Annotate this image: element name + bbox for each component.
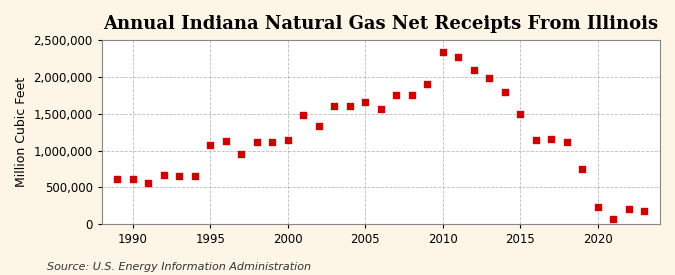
Point [344,104,355,109]
Y-axis label: Million Cubic Feet: Million Cubic Feet [15,77,28,187]
Point [267,139,278,144]
Point [593,204,603,209]
Point [437,50,448,54]
Point [468,68,479,73]
Point [112,176,123,181]
Point [515,112,526,116]
Point [298,113,308,117]
Point [159,173,169,177]
Point [190,174,200,178]
Point [205,142,216,147]
Point [236,152,247,156]
Point [313,123,324,128]
Point [546,137,557,141]
Point [562,140,572,145]
Point [174,174,185,178]
Point [577,166,588,171]
Point [639,208,650,213]
Point [221,139,232,143]
Point [375,106,386,111]
Point [624,207,634,212]
Title: Annual Indiana Natural Gas Net Receipts From Illinois: Annual Indiana Natural Gas Net Receipts … [103,15,659,33]
Point [422,81,433,86]
Text: Source: U.S. Energy Information Administration: Source: U.S. Energy Information Administ… [47,262,311,272]
Point [391,93,402,98]
Point [329,104,340,109]
Point [453,55,464,59]
Point [406,92,417,97]
Point [252,140,263,145]
Point [531,138,541,142]
Point [283,138,294,142]
Point [500,90,510,95]
Point [360,100,371,104]
Point [143,181,154,186]
Point [608,216,619,221]
Point [484,75,495,80]
Point [128,177,138,181]
